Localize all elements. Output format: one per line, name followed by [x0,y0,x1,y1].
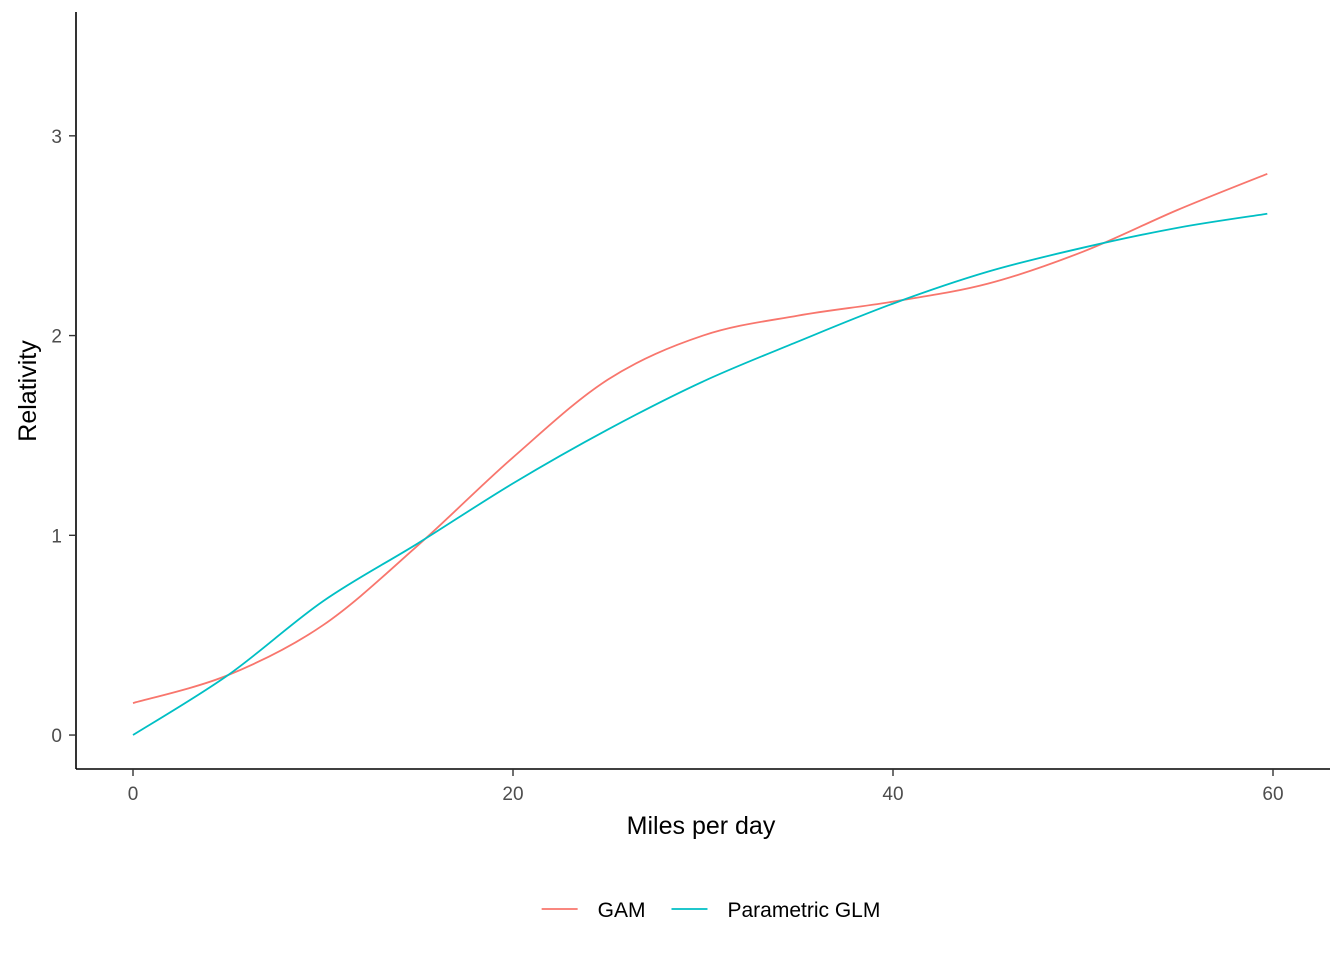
series-line-gam [132,172,1268,704]
legend: GAM Parametric GLM [541,899,880,922]
x-tick-label: 0 [128,784,139,805]
series-layer [132,172,1268,736]
legend-label: Parametric GLM [727,899,880,922]
axes [75,12,1330,770]
y-tick-label: 3 [51,127,62,148]
x-tick-label: 20 [502,784,523,805]
y-tick-label: 0 [51,726,62,747]
x-tick-label: 40 [882,784,903,805]
y-tick-label: 1 [51,526,62,547]
y-ticks: 0 1 2 3 [51,127,76,747]
x-axis-title: Miles per day [627,812,776,840]
x-ticks: 0 20 40 60 [128,769,1284,805]
x-tick-label: 60 [1262,784,1283,805]
legend-label: GAM [598,899,646,922]
y-tick-label: 2 [51,327,62,348]
y-axis-title: Relativity [14,340,42,442]
series-line-parametric-glm [132,212,1268,736]
